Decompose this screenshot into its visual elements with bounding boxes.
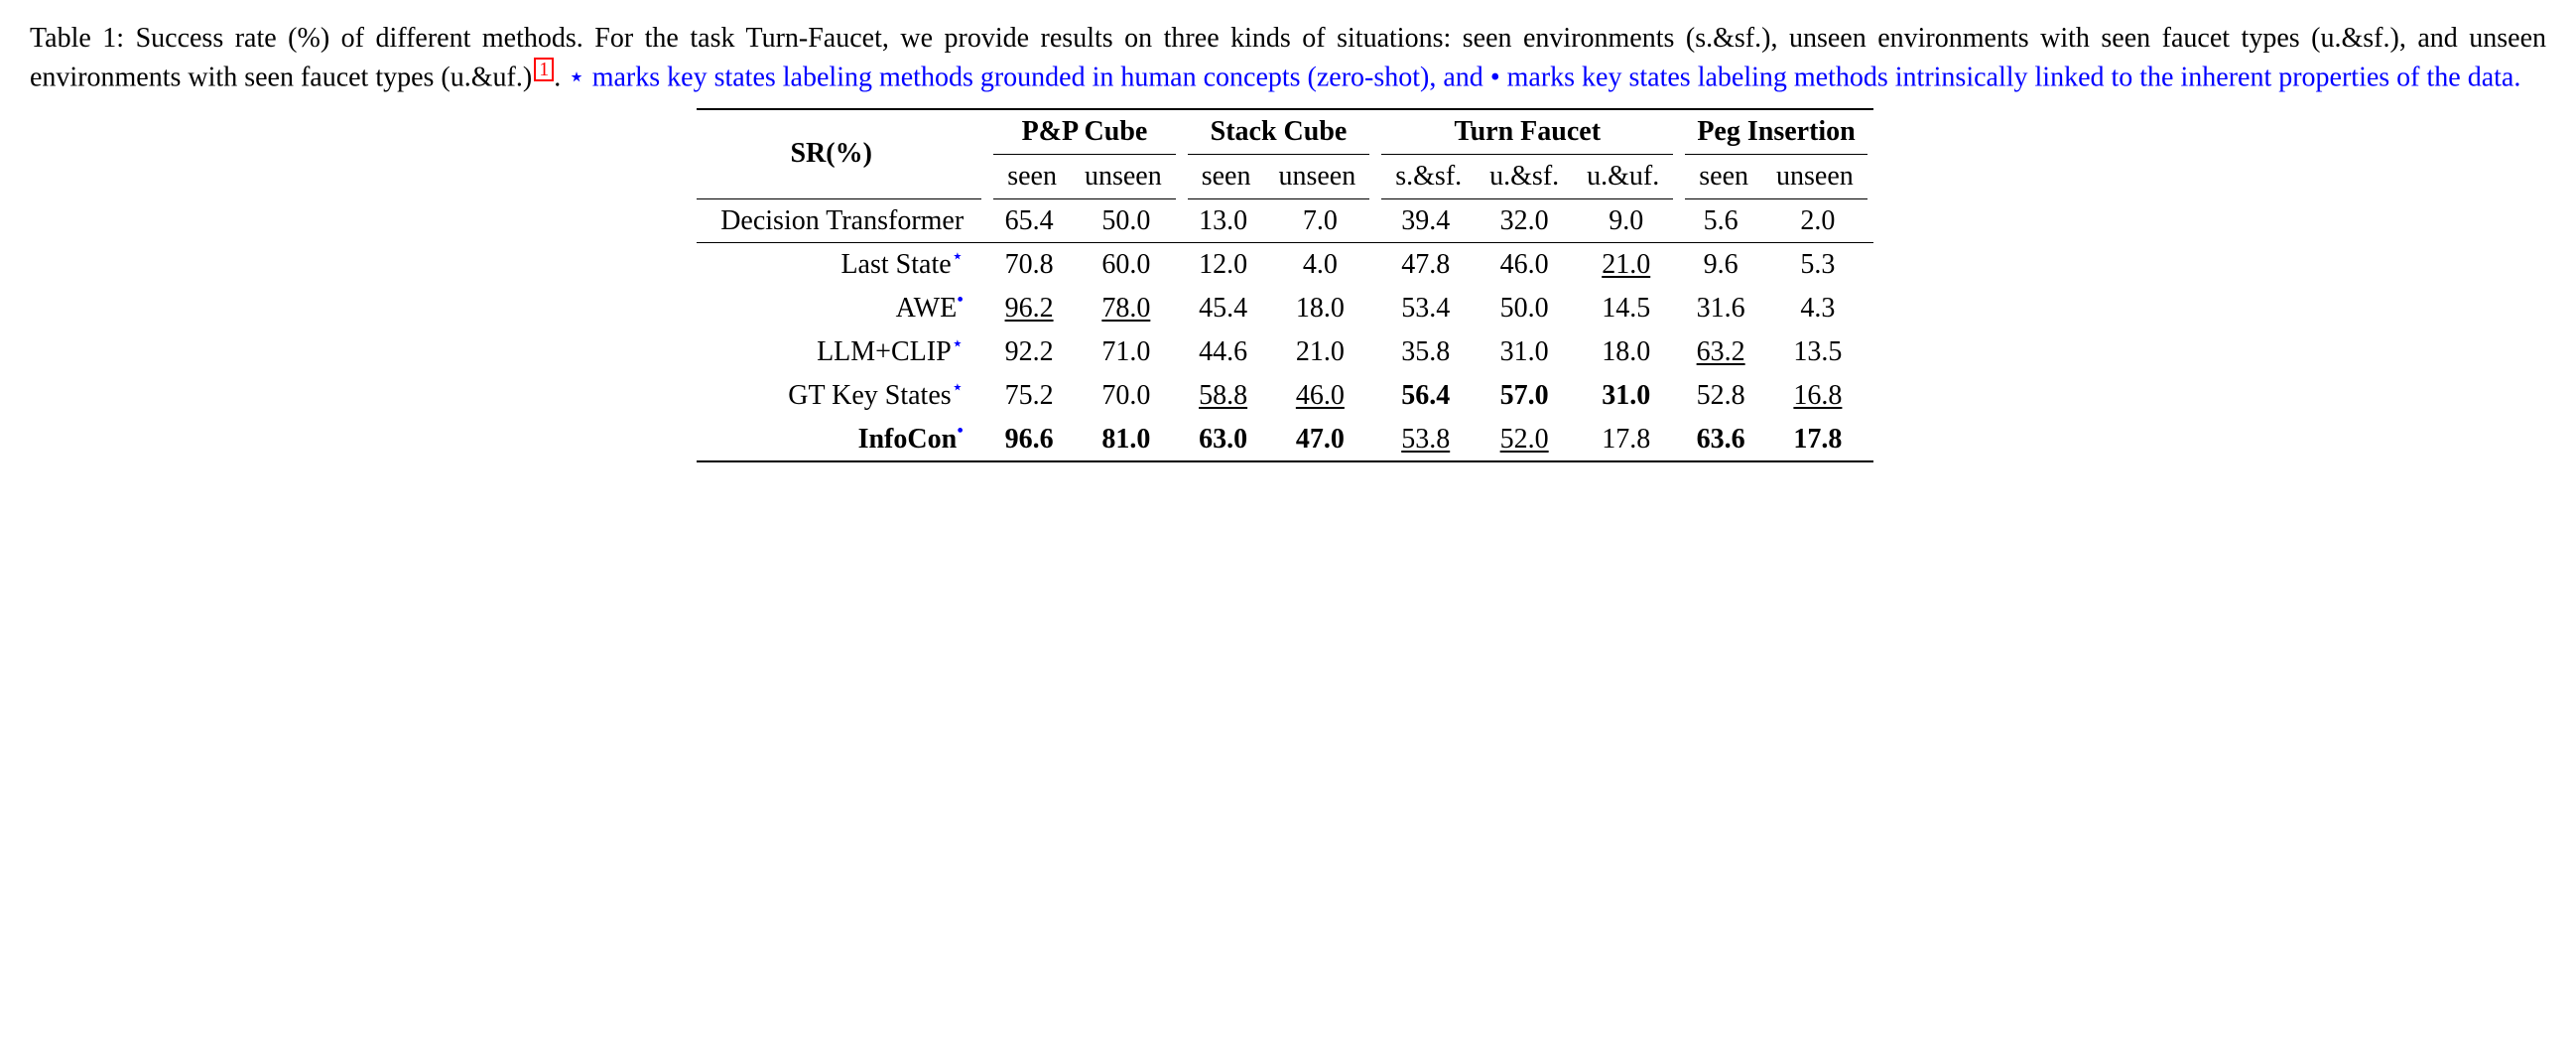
table-cell: 18.0 [1264,287,1375,330]
table-row: AWE•96.278.045.418.053.450.014.531.64.3 [697,287,1873,330]
star-icon: ⋆ [952,333,965,355]
table-cell: 4.3 [1762,287,1873,330]
group-header: P&P Cube [987,109,1182,154]
caption-blue-1: marks key states labeling methods ground… [585,62,1490,92]
table-row: Decision Transformer65.450.013.07.039.43… [697,198,1873,243]
table-cell: 75.2 [987,374,1071,418]
table-cell: 13.5 [1762,330,1873,374]
table-cell: 50.0 [1071,198,1182,243]
table-cell: 16.8 [1762,374,1873,418]
table-cell: 7.0 [1264,198,1375,243]
table-cell: 35.8 [1375,330,1476,374]
table-cell: 60.0 [1071,243,1182,287]
sub-header: u.&sf. [1476,154,1573,198]
table-cell: 39.4 [1375,198,1476,243]
caption-blue-2: marks key states labeling methods intrin… [1500,62,2521,92]
sub-header: u.&uf. [1573,154,1679,198]
table-cell: 13.0 [1182,198,1265,243]
method-name: InfoCon• [697,418,987,462]
table-cell: 46.0 [1476,243,1573,287]
table-cell: 12.0 [1182,243,1265,287]
bullet-icon: • [1490,62,1500,92]
star-icon: ⋆ [568,62,585,92]
table-cell: 52.0 [1476,418,1573,462]
table-cell: 96.2 [987,287,1071,330]
table-cell: 47.8 [1375,243,1476,287]
table-cell: 63.2 [1679,330,1762,374]
table-cell: 5.3 [1762,243,1873,287]
table-cell: 81.0 [1071,418,1182,462]
table-cell: 5.6 [1679,198,1762,243]
table-cell: 78.0 [1071,287,1182,330]
caption-blue: ⋆ marks key states labeling methods grou… [568,62,2520,92]
table-cell: 53.8 [1375,418,1476,462]
sub-header: s.&sf. [1375,154,1476,198]
table-cell: 45.4 [1182,287,1265,330]
table-cell: 21.0 [1573,243,1679,287]
table-header-row-1: SR(%) P&P Cube Stack Cube Turn Faucet Pe… [697,109,1873,154]
sub-header: unseen [1071,154,1182,198]
table-cell: 70.0 [1071,374,1182,418]
bullet-icon: • [957,290,964,312]
table-cell: 92.2 [987,330,1071,374]
method-name: Last State⋆ [697,243,987,287]
table-caption: Table 1: Success rate (%) of different m… [30,20,2546,96]
table-cell: 58.8 [1182,374,1265,418]
star-icon: ⋆ [952,376,965,398]
table-cell: 52.8 [1679,374,1762,418]
method-name: LLM+CLIP⋆ [697,330,987,374]
table-cell: 53.4 [1375,287,1476,330]
table-cell: 18.0 [1573,330,1679,374]
sub-header: seen [1182,154,1265,198]
group-header: Turn Faucet [1375,109,1679,154]
sr-header: SR(%) [697,109,987,198]
table-cell: 63.6 [1679,418,1762,462]
sub-header: seen [987,154,1071,198]
table-row: InfoCon•96.681.063.047.053.852.017.863.6… [697,418,1873,462]
table-cell: 31.0 [1573,374,1679,418]
table-cell: 9.6 [1679,243,1762,287]
method-name: GT Key States⋆ [697,374,987,418]
table-cell: 50.0 [1476,287,1573,330]
table-cell: 46.0 [1264,374,1375,418]
table-cell: 17.8 [1762,418,1873,462]
table-cell: 31.0 [1476,330,1573,374]
table-cell: 96.6 [987,418,1071,462]
table-cell: 63.0 [1182,418,1265,462]
method-name: Decision Transformer [697,198,987,243]
table-cell: 56.4 [1375,374,1476,418]
table-cell: 44.6 [1182,330,1265,374]
bullet-icon: • [957,420,964,442]
star-icon: ⋆ [952,246,965,268]
footnote-ref[interactable]: 1 [534,58,554,81]
sub-header: seen [1679,154,1762,198]
table-cell: 17.8 [1573,418,1679,462]
table-row: GT Key States⋆75.270.058.846.056.457.031… [697,374,1873,418]
method-name: AWE• [697,287,987,330]
table-cell: 71.0 [1071,330,1182,374]
table-cell: 57.0 [1476,374,1573,418]
table-cell: 31.6 [1679,287,1762,330]
table-cell: 47.0 [1264,418,1375,462]
sub-header: unseen [1264,154,1375,198]
table-cell: 4.0 [1264,243,1375,287]
table-cell: 14.5 [1573,287,1679,330]
caption-period: . [554,62,568,92]
table-cell: 2.0 [1762,198,1873,243]
table-cell: 21.0 [1264,330,1375,374]
sub-header: unseen [1762,154,1873,198]
table-row: LLM+CLIP⋆92.271.044.621.035.831.018.063.… [697,330,1873,374]
table-cell: 65.4 [987,198,1071,243]
group-header: Peg Insertion [1679,109,1873,154]
table-row: Last State⋆70.860.012.04.047.846.021.09.… [697,243,1873,287]
table-cell: 32.0 [1476,198,1573,243]
table-cell: 9.0 [1573,198,1679,243]
group-header: Stack Cube [1182,109,1376,154]
table-cell: 70.8 [987,243,1071,287]
results-table: SR(%) P&P Cube Stack Cube Turn Faucet Pe… [697,108,1879,462]
